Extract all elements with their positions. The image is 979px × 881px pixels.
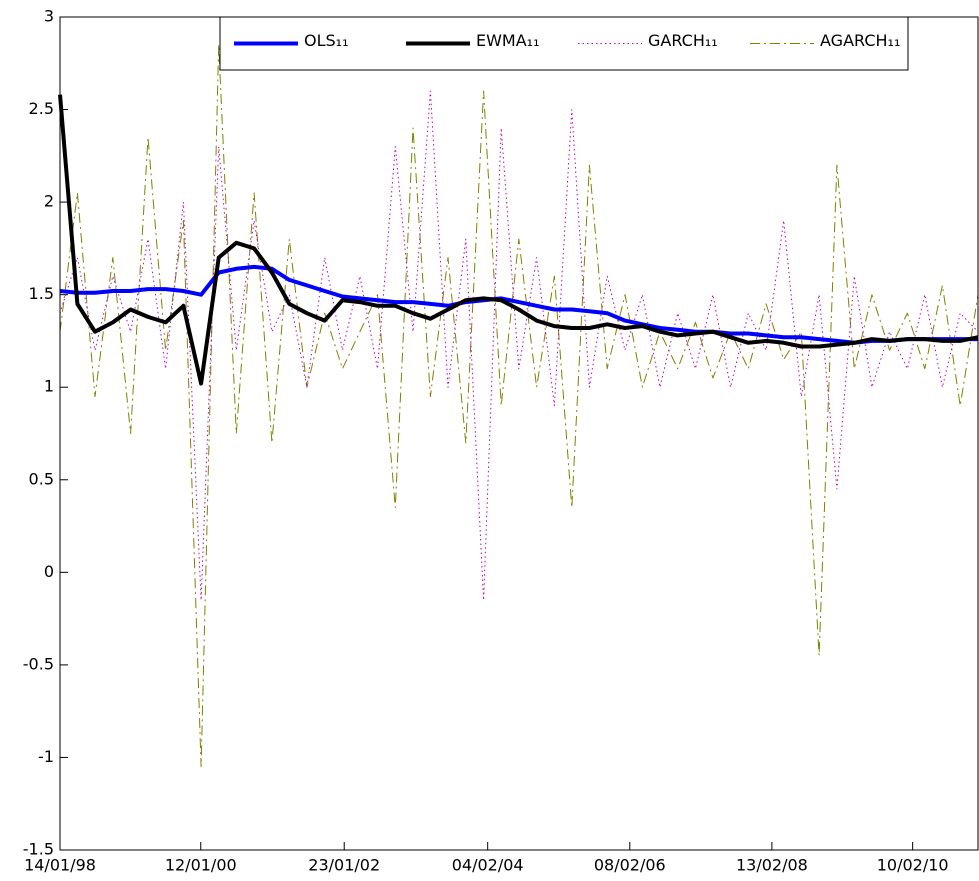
x-tick-label: 13/02/08 xyxy=(736,856,808,875)
series-line xyxy=(58,94,979,386)
y-tick-label: -0.5 xyxy=(23,654,54,673)
x-tick-label: 23/01/02 xyxy=(308,856,380,875)
y-tick-label: 1 xyxy=(44,377,54,396)
x-tick-label: 12/01/00 xyxy=(165,856,237,875)
series-line xyxy=(59,264,978,345)
plot-area xyxy=(60,17,978,850)
y-tick-label: 2.5 xyxy=(29,99,54,118)
x-tick-label: 04/02/04 xyxy=(452,856,524,875)
series-line xyxy=(59,44,979,768)
y-tick-label: 0 xyxy=(44,562,54,581)
x-tick-label: 14/01/98 xyxy=(24,856,96,875)
y-tick-label: -1 xyxy=(38,747,54,766)
legend-label: OLS₁₁ xyxy=(304,31,349,50)
legend-label: AGARCH₁₁ xyxy=(820,31,900,50)
y-tick-label: 1.5 xyxy=(29,284,54,303)
legend-label: EWMA₁₁ xyxy=(476,31,540,50)
y-tick-label: 0.5 xyxy=(29,469,54,488)
y-tick-label: 2 xyxy=(44,192,54,211)
series-line xyxy=(59,90,979,601)
y-tick-label: 3 xyxy=(44,7,54,26)
x-tick-label: 10/02/10 xyxy=(877,856,949,875)
legend-label: GARCH₁₁ xyxy=(648,31,718,50)
x-tick-label: 08/02/06 xyxy=(594,856,666,875)
legend: OLS₁₁ EWMA₁₁ GARCH₁₁ AGARCH₁₁ xyxy=(219,16,909,71)
y-tick-label: -1.5 xyxy=(23,840,54,859)
